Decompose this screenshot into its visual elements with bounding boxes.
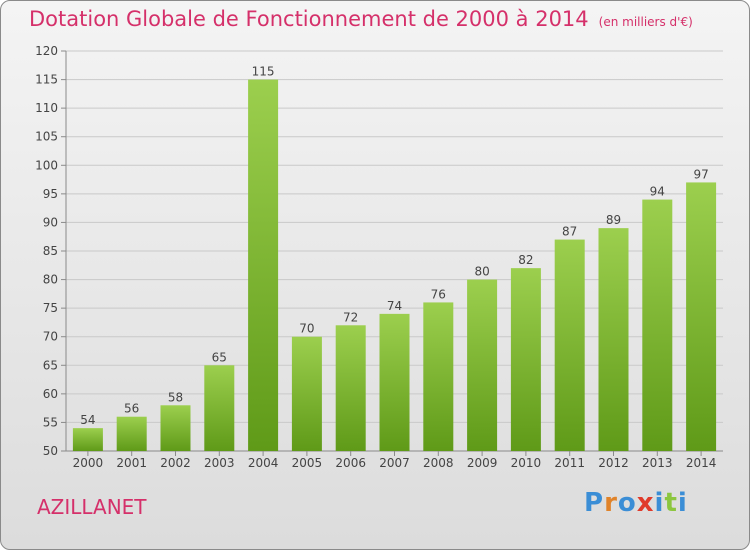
- bar: [248, 79, 279, 452]
- bar: [642, 199, 673, 451]
- x-tick-label: 2012: [598, 456, 629, 470]
- y-tick-label: 65: [43, 358, 58, 372]
- y-tick-label: 90: [43, 215, 58, 229]
- bar: [116, 416, 147, 451]
- data-label: 56: [124, 402, 139, 416]
- x-tick-label: 2013: [642, 456, 673, 470]
- data-label: 82: [518, 253, 533, 267]
- commune-name: AZILLANET: [37, 495, 147, 519]
- bar: [160, 405, 191, 451]
- bar: [598, 228, 629, 451]
- y-tick-label: 95: [43, 187, 58, 201]
- bar: [510, 268, 541, 451]
- y-tick-label: 55: [43, 415, 58, 429]
- data-label: 70: [299, 322, 314, 336]
- logo-letter: t: [664, 488, 678, 518]
- data-label: 115: [252, 65, 275, 79]
- y-tick-label: 70: [43, 330, 58, 344]
- x-tick-label: 2001: [116, 456, 147, 470]
- x-tick-label: 2009: [467, 456, 498, 470]
- y-tick-label: 115: [35, 73, 58, 87]
- y-tick-label: 120: [35, 44, 58, 58]
- logo-letter: i: [654, 488, 665, 518]
- data-label: 74: [387, 299, 402, 313]
- data-label: 80: [474, 265, 489, 279]
- bar: [204, 365, 235, 451]
- data-label: 94: [650, 185, 665, 199]
- data-label: 89: [606, 213, 621, 227]
- x-tick-label: 2003: [204, 456, 235, 470]
- bar: [467, 279, 498, 451]
- x-tick-label: 2006: [335, 456, 366, 470]
- y-tick-label: 100: [35, 158, 58, 172]
- y-tick-labels: 50 55 60 65 70 75 80 85 90 95 100 105 110 115 120: [35, 44, 58, 458]
- x-tick-label: 2007: [379, 456, 410, 470]
- x-tick-label: 2005: [292, 456, 323, 470]
- data-label: 87: [562, 225, 577, 239]
- data-label: 76: [431, 287, 446, 301]
- bar: [291, 336, 322, 451]
- x-tick-label: 2008: [423, 456, 454, 470]
- x-tick-label: 2011: [554, 456, 585, 470]
- x-tick-labels: 2000 2001 2002 2003 2004 2005 2006 2007 2008 2009…: [73, 456, 717, 470]
- data-label: 65: [212, 350, 227, 364]
- data-label: 58: [168, 390, 183, 404]
- chart-title-text: Dotation Globale de Fonctionnement de 20…: [29, 7, 589, 31]
- logo-letter: i: [677, 488, 688, 518]
- y-tick-label: 105: [35, 130, 58, 144]
- data-label: 97: [693, 167, 708, 181]
- proxiti-logo: Proxiti: [584, 488, 688, 518]
- logo-letter: x: [636, 488, 655, 518]
- y-tick-label: 50: [43, 444, 58, 458]
- x-tick-label: 2010: [511, 456, 542, 470]
- logo-letter: o: [617, 488, 637, 518]
- bar: [379, 313, 410, 451]
- y-tick-label: 60: [43, 387, 58, 401]
- y-tick-label: 80: [43, 273, 58, 287]
- logo-letter: r: [604, 488, 618, 518]
- x-tick-label: 2002: [160, 456, 191, 470]
- chart-title: Dotation Globale de Fonctionnement de 20…: [29, 7, 693, 31]
- x-tick-label: 2000: [73, 456, 104, 470]
- bar: [335, 325, 366, 451]
- bar: [423, 302, 454, 451]
- x-tick-label: 2004: [248, 456, 279, 470]
- bar: [554, 239, 585, 451]
- y-tick-label: 110: [35, 101, 58, 115]
- data-label: 72: [343, 310, 358, 324]
- data-labels: 54 56 58 65 115 70 72 74 76 80 82 87 89 94 97: [80, 65, 708, 428]
- x-tick-label: 2014: [686, 456, 717, 470]
- logo-letter: P: [584, 488, 605, 518]
- chart-subtitle: (en milliers d'€): [598, 15, 693, 29]
- y-tick-label: 75: [43, 301, 58, 315]
- bar: [72, 428, 103, 451]
- data-label: 54: [80, 413, 95, 427]
- bars: [72, 79, 717, 452]
- y-tick-label: 85: [43, 244, 58, 258]
- bar: [686, 182, 717, 451]
